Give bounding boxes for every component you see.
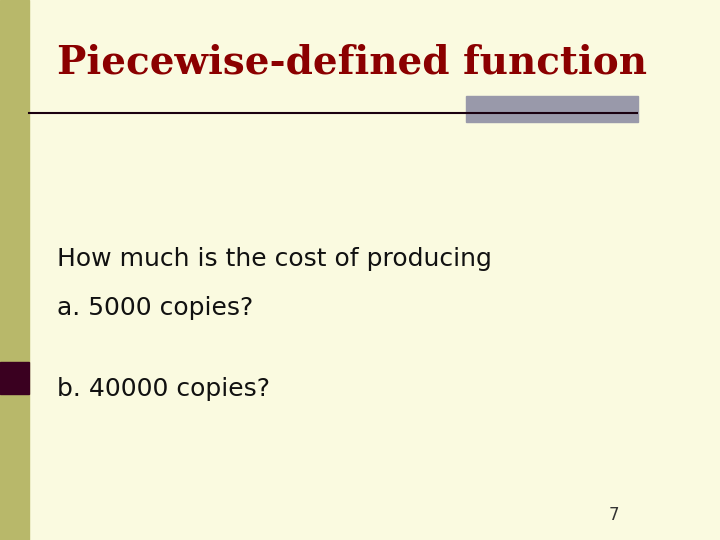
Bar xyxy=(0,0,29,540)
Text: a. 5000 copies?: a. 5000 copies? xyxy=(58,296,253,320)
Text: 7: 7 xyxy=(608,506,618,524)
Text: Piecewise-defined function: Piecewise-defined function xyxy=(58,43,647,81)
Bar xyxy=(466,96,638,122)
Text: b. 40000 copies?: b. 40000 copies? xyxy=(58,377,271,401)
Text: How much is the cost of producing: How much is the cost of producing xyxy=(58,247,492,271)
Bar xyxy=(0,362,29,394)
